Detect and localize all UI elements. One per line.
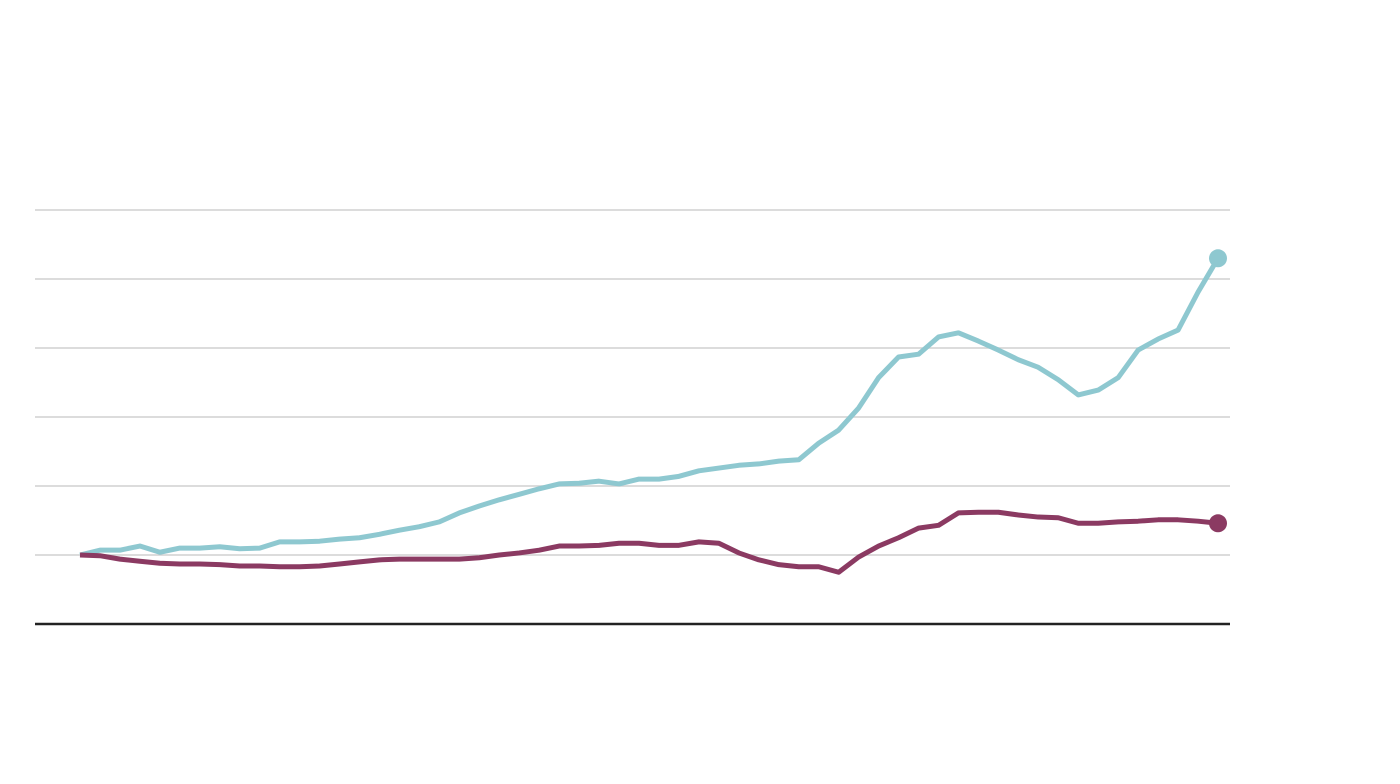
grid bbox=[35, 209, 1230, 556]
end-marker bbox=[1209, 249, 1227, 268]
series-line bbox=[79, 257, 1221, 558]
end-marker bbox=[1209, 514, 1227, 533]
plot bbox=[79, 249, 1227, 575]
series-line bbox=[79, 509, 1219, 575]
